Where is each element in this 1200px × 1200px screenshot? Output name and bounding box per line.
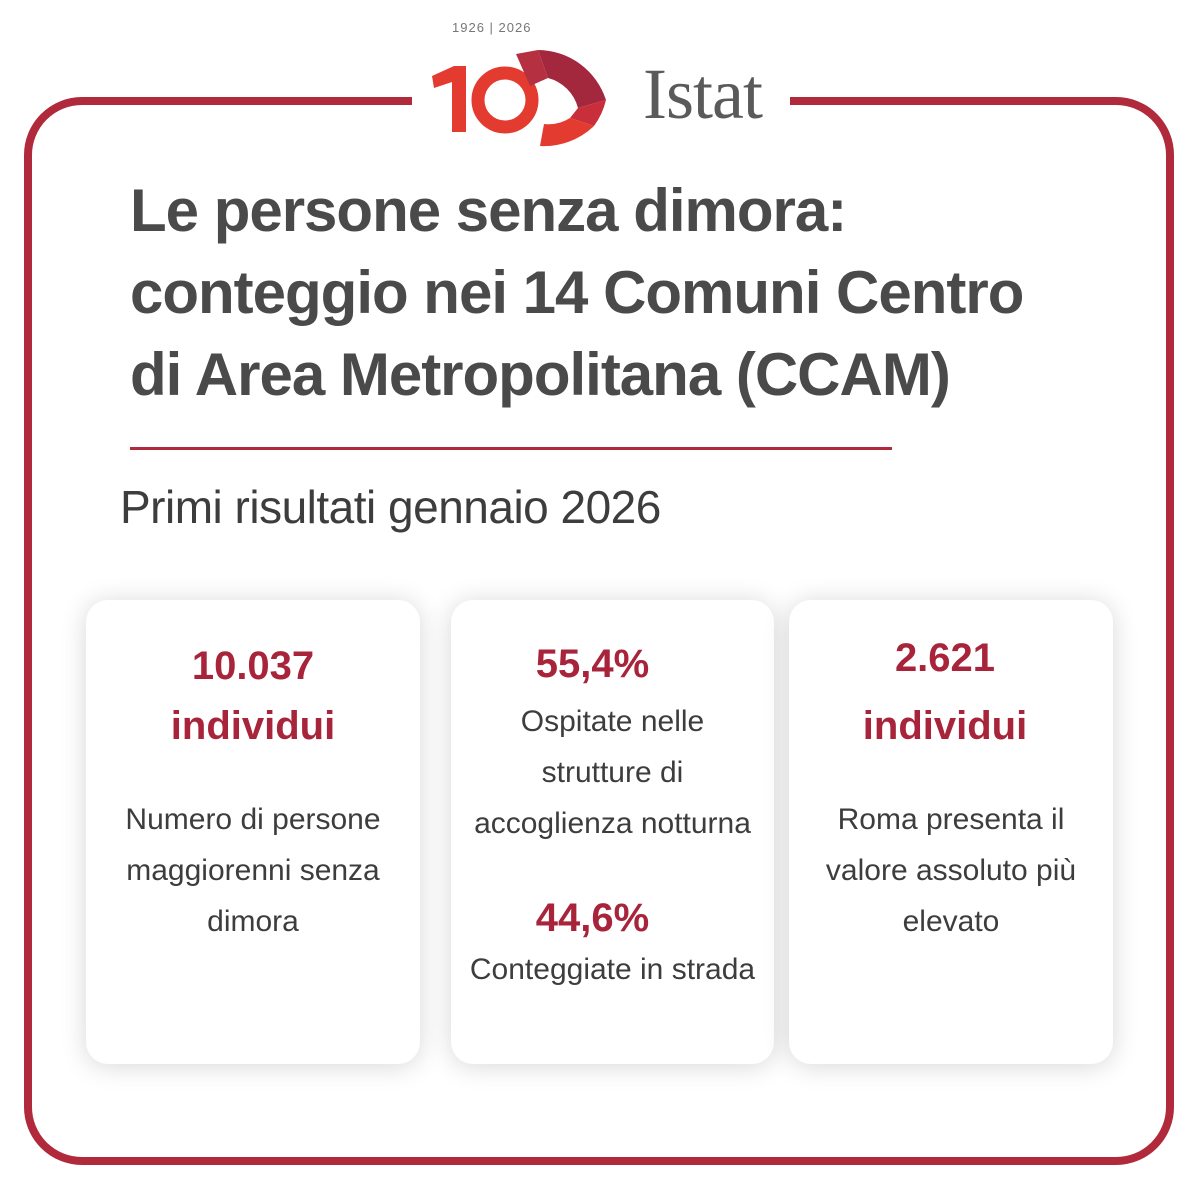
logo-years: 1926 | 2026	[452, 20, 532, 35]
logo-arc-join	[516, 50, 548, 86]
desc-line: valore assoluto più	[825, 854, 1077, 887]
desc-line: strutture di	[541, 756, 684, 789]
title-line-2: conteggio nei 14 Comuni Centro	[130, 259, 1024, 326]
title-divider	[130, 447, 892, 450]
logo-arc-top	[538, 50, 606, 108]
stat-card-total: 10.037 individui Numero di persone maggi…	[86, 600, 420, 1064]
desc-line: maggiorenni senza	[126, 854, 380, 887]
istat-100-logo	[432, 50, 606, 147]
desc-line: Conteggiate in strada	[469, 953, 756, 986]
stat-percent: 44,6%	[535, 896, 650, 940]
stat-unit: individui	[862, 704, 1028, 748]
stat-value-sheltered: 55,4%	[431, 636, 754, 692]
logo-digit-one	[432, 66, 466, 132]
stat-number: 2.621	[894, 636, 996, 680]
stat-description: Numero di persone maggiorenni senza dimo…	[86, 794, 420, 947]
logo-ring-one	[471, 66, 539, 134]
stat-unit: individui	[170, 704, 336, 748]
logo-arc-bottom	[540, 118, 594, 147]
istat-wordmark: Istat	[643, 54, 763, 134]
stat-description-sheltered: Ospitate nelle strutture di accoglienza …	[451, 696, 774, 849]
subtitle: Primi risultati gennaio 2026	[120, 481, 661, 533]
page-title: Le persone senza dimora: conteggio nei 1…	[130, 170, 1090, 416]
desc-line: Numero di persone	[125, 803, 381, 836]
title-line-1: Le persone senza dimora:	[130, 177, 847, 244]
desc-line: Roma presenta il	[837, 803, 1065, 836]
stat-card-rome: 2.621 individui Roma presenta il valore …	[789, 600, 1113, 1064]
stat-card-shares: 55,4% Ospitate nelle strutture di accogl…	[451, 600, 774, 1064]
title-line-3: di Area Metropolitana (CCAM)	[130, 341, 951, 408]
desc-line: dimora	[207, 905, 299, 938]
stat-value: 10.037 individui	[86, 638, 420, 754]
desc-line: accoglienza notturna	[474, 807, 751, 840]
stat-description-street: Conteggiate in strada	[451, 944, 774, 995]
stat-description: Roma presenta il valore assoluto più ele…	[789, 794, 1113, 947]
desc-line: elevato	[902, 905, 1000, 938]
stat-percent: 55,4%	[535, 642, 650, 686]
stat-value-street: 44,6%	[431, 890, 754, 946]
stat-value: 2.621 individui	[783, 630, 1107, 754]
logo-arc-middle	[570, 100, 606, 126]
desc-line: Ospitate nelle	[520, 705, 705, 738]
stat-number: 10.037	[191, 644, 315, 688]
